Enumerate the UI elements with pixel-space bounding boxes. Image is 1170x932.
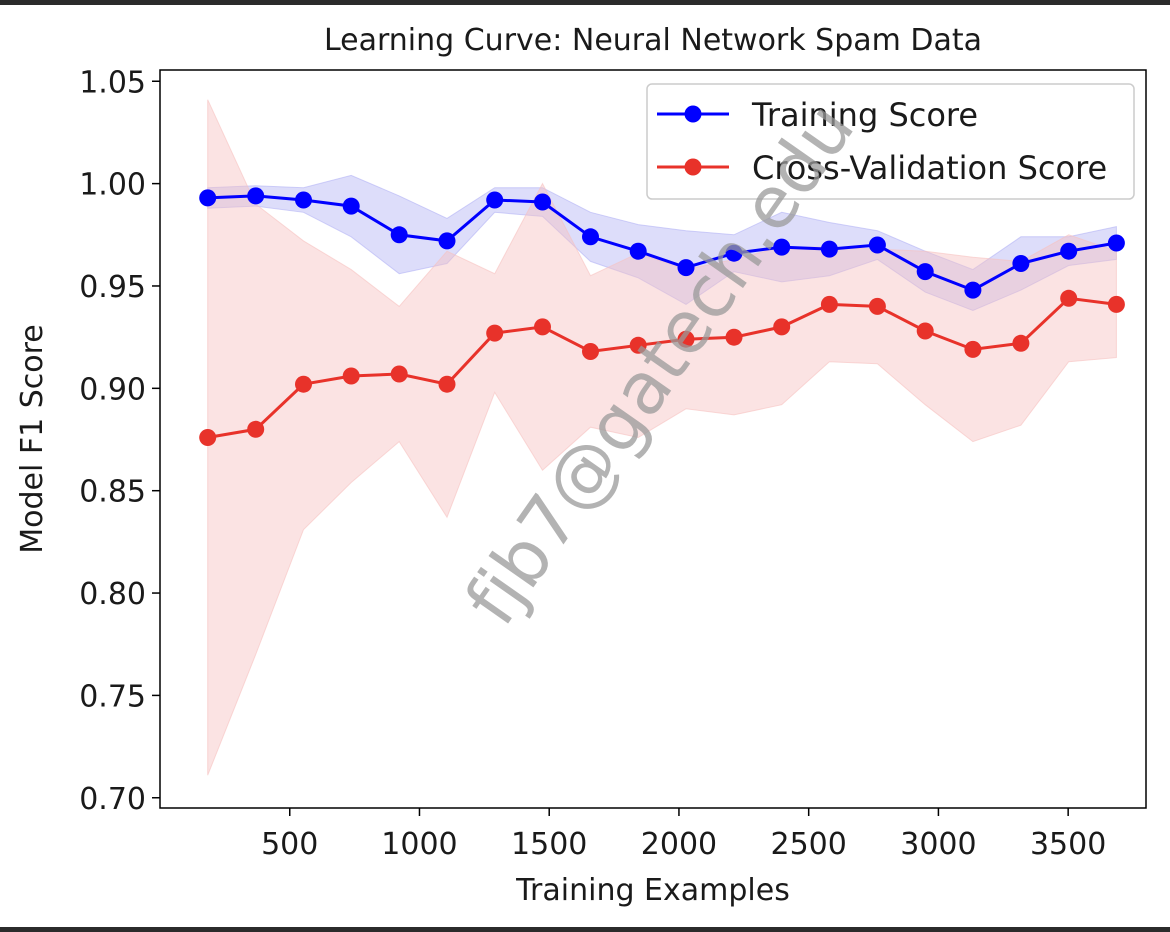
training-score-point <box>199 189 217 207</box>
training-score-point <box>486 191 504 209</box>
cv-score-point <box>534 318 551 336</box>
cv-score-band <box>207 99 1117 776</box>
training-score-point <box>438 232 456 250</box>
cv-score-point <box>677 330 695 348</box>
legend-marker-training <box>684 105 702 123</box>
training-score-point <box>295 191 312 209</box>
x-axis-label: Training Examples <box>515 873 790 908</box>
training-score-point <box>534 193 551 211</box>
y-axis-ticks: 0.70 0.75 0.80 0.85 0.90 0.95 1.00 1.05 <box>79 65 160 817</box>
training-score-point <box>247 187 265 205</box>
y-tick-label: 0.85 <box>79 475 146 510</box>
training-score-point <box>342 197 360 215</box>
training-score-point <box>725 244 743 262</box>
cv-score-point <box>1012 334 1030 352</box>
training-score-point <box>1107 234 1125 252</box>
training-score-point <box>773 238 791 256</box>
cv-score-point <box>964 340 982 358</box>
legend-label-training: Training Score <box>751 96 978 134</box>
training-score-point <box>964 281 982 299</box>
cv-score-point <box>916 322 934 340</box>
training-score-point <box>820 240 838 258</box>
x-tick-label: 3500 <box>1030 827 1106 862</box>
plot-area-frame <box>159 69 1147 809</box>
legend-label-cv: Cross-Validation Score <box>752 149 1107 187</box>
cv-score-point <box>1060 289 1078 307</box>
x-tick-label: 2500 <box>771 827 847 862</box>
y-tick-label: 0.95 <box>79 270 146 305</box>
cv-score-point <box>486 324 504 342</box>
cv-score-point <box>247 420 265 438</box>
y-tick-label: 0.75 <box>79 679 146 714</box>
chart-title: Learning Curve: Neural Network Spam Data <box>324 23 982 58</box>
training-score-point <box>677 259 695 277</box>
x-axis-ticks: 500 1000 1500 2000 2500 3000 3500 <box>261 808 1106 862</box>
confidence-bands <box>207 99 1117 776</box>
window-top-border <box>0 0 1170 5</box>
training-score-point <box>390 226 408 244</box>
cv-score-point <box>1107 295 1125 313</box>
cv-score-point <box>725 328 743 346</box>
legend-box <box>646 83 1135 200</box>
training-score-point <box>582 228 599 246</box>
x-tick-label: 2000 <box>641 827 717 862</box>
y-tick-label: 0.70 <box>79 782 146 817</box>
y-tick-label: 1.00 <box>79 168 146 203</box>
training-score-line <box>207 194 1117 292</box>
training-score-point <box>1012 255 1030 272</box>
cv-score-point <box>342 367 360 385</box>
cv-score-point <box>820 295 838 313</box>
x-tick-label: 1500 <box>511 827 587 862</box>
legend-marker-cv <box>684 158 702 176</box>
cv-score-point <box>582 343 599 360</box>
cv-score-point <box>629 336 647 354</box>
y-axis-label: Model F1 Score <box>15 324 50 554</box>
training-score-point <box>1060 242 1078 260</box>
x-tick-label: 500 <box>261 827 318 862</box>
cv-score-point <box>868 297 886 315</box>
training-score-point <box>916 263 934 281</box>
training-score-point <box>868 236 886 254</box>
cv-score-point <box>390 365 408 383</box>
legend: Training Score Cross-Validation Score <box>646 83 1135 200</box>
y-tick-label: 0.80 <box>79 577 146 612</box>
series-markers <box>199 187 1125 446</box>
y-tick-label: 0.90 <box>79 372 146 407</box>
x-tick-label: 3000 <box>900 827 976 862</box>
x-tick-label: 1000 <box>381 827 457 862</box>
cv-score-point <box>773 318 791 336</box>
cv-score-point <box>438 375 456 393</box>
training-score-point <box>629 242 647 260</box>
y-tick-label: 1.05 <box>79 65 146 100</box>
cv-score-point <box>199 429 217 446</box>
cv-score-point <box>295 375 312 393</box>
window-bottom-border <box>0 927 1170 932</box>
